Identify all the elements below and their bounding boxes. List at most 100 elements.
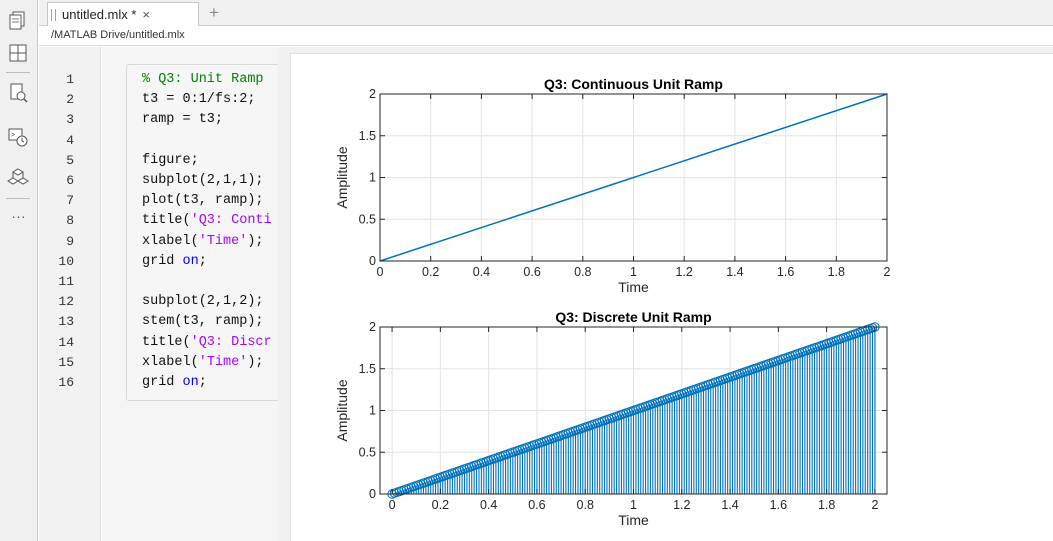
x-tick-label: 0.8	[574, 265, 591, 279]
code-token: 'Q3: Conti	[190, 213, 272, 229]
code-line[interactable]: grid on;	[142, 254, 207, 269]
command-history-icon[interactable]: >	[5, 124, 31, 150]
x-tick-label: 1.2	[676, 265, 693, 279]
y-tick-label: 1.5	[359, 129, 376, 143]
x-tick-label: 2	[884, 265, 891, 279]
line-number: 5	[66, 152, 74, 168]
x-tick-label: 1	[630, 498, 637, 512]
x-tick-label: 1.2	[673, 498, 690, 512]
code-token: ramp = t3;	[142, 112, 224, 128]
x-tick-label: 1	[630, 265, 637, 279]
code-line[interactable]: xlabel('Time');	[142, 234, 264, 249]
x-tick-label: 0.4	[473, 265, 490, 279]
search-document-icon[interactable]	[5, 80, 31, 106]
code-token: on	[182, 253, 199, 269]
code-line[interactable]: grid on;	[142, 375, 207, 390]
add-tab-button[interactable]: +	[209, 3, 219, 22]
line-number: 16	[58, 375, 74, 390]
chart-title: Q3: Discrete Unit Ramp	[555, 309, 711, 325]
add-ons-icon[interactable]	[5, 165, 31, 191]
code-line[interactable]: ramp = t3;	[142, 112, 223, 127]
y-tick-label: 0.5	[359, 445, 376, 459]
code-token: );	[247, 233, 264, 249]
x-tick-label: 0.6	[528, 498, 545, 512]
y-tick-label: 2	[369, 320, 376, 334]
code-token: ;	[198, 375, 207, 390]
figure-output: 0 0.2 0.4 0.6 0.8 1 1.2 1.4 1.6 1.8 2 0 0.5 1 1.5 2 Q3: …	[290, 53, 1053, 541]
y-tick-label: 0	[369, 487, 376, 501]
x-tick-label: 1.4	[721, 498, 738, 512]
code-token: 'Q3: Discr	[190, 334, 272, 350]
code-token: plot(t3, ramp);	[142, 193, 264, 209]
code-token: grid	[142, 253, 183, 269]
line-number: 8	[66, 213, 74, 229]
x-tick-label: 1.4	[726, 265, 743, 279]
layout-icon[interactable]	[5, 40, 31, 66]
y-axis-label: Amplitude	[334, 379, 350, 441]
chart-2	[379, 322, 888, 499]
code-line[interactable]: subplot(2,1,1);	[142, 173, 264, 188]
code-token: 'Time'	[198, 233, 248, 249]
y-tick-label: 0.5	[359, 212, 376, 226]
x-tick-label: 1.6	[770, 498, 787, 512]
y-tick-label: 0	[369, 254, 376, 268]
x-axis-label: Time	[618, 512, 649, 528]
code-line[interactable]: % Q3: Unit Ramp	[142, 72, 264, 87]
code-line[interactable]: subplot(2,1,2);	[142, 294, 264, 309]
x-tick-label: 1.8	[828, 265, 845, 279]
document-tab-bar: untitled.mlx * × +	[39, 0, 1053, 26]
line-number: 12	[58, 294, 74, 310]
code-line[interactable]: figure;	[142, 153, 199, 168]
code-area: % Q3: Unit Ramp t3 = 0:1/fs:2; ramp = t3; f…	[102, 47, 278, 541]
line-number: 4	[66, 132, 74, 148]
line-number: 3	[66, 112, 74, 128]
output-pane: 0 0.2 0.4 0.6 0.8 1 1.2 1.4 1.6 1.8 2 0 0.5 1 1.5 2 Q3: …	[278, 47, 1053, 541]
x-axis-label: Time	[618, 279, 649, 295]
code-token: t3 = 0:1/fs:2;	[142, 92, 256, 108]
line-number: 13	[58, 314, 74, 330]
x-tick-label: 0.2	[422, 265, 439, 279]
code-token: on	[182, 375, 199, 390]
line-number: 15	[58, 354, 74, 370]
code-line[interactable]: t3 = 0:1/fs:2;	[142, 92, 255, 107]
line-number: 14	[58, 334, 74, 350]
code-line[interactable]: title('Q3: Conti	[142, 213, 272, 228]
file-path-bar: /MATLAB Drive/untitled.mlx	[39, 26, 1053, 46]
code-token: title(	[142, 213, 191, 229]
code-token: subplot(2,1,1);	[142, 173, 264, 188]
tab-untitled-mlx[interactable]: untitled.mlx * ×	[47, 2, 199, 26]
line-number: 10	[58, 253, 74, 269]
rail-divider	[6, 198, 30, 199]
line-number: 11	[58, 274, 74, 289]
code-token: figure;	[142, 152, 199, 168]
x-tick-label: 1.8	[818, 498, 835, 512]
y-tick-label: 1	[369, 171, 376, 185]
figure-canvas[interactable]: 0 0.2 0.4 0.6 0.8 1 1.2 1.4 1.6 1.8 2 0 0.5 1 1.5 2 Q3: …	[291, 54, 1053, 541]
line-number-gutter: 1 2 3 4 5 6 7 8 9 10 11 12 13 14 15 16	[39, 47, 101, 541]
x-tick-label: 0.8	[577, 498, 594, 512]
tab-label: untitled.mlx *	[62, 7, 137, 22]
code-line[interactable]: plot(t3, ramp);	[142, 193, 264, 208]
file-path: /MATLAB Drive/untitled.mlx	[51, 29, 185, 41]
code-token: xlabel(	[142, 354, 199, 370]
close-icon[interactable]: ×	[142, 7, 151, 22]
x-tick-label: 0	[377, 265, 384, 279]
code-line[interactable]: xlabel('Time');	[142, 355, 264, 370]
code-block[interactable]: % Q3: Unit Ramp t3 = 0:1/fs:2; ramp = t3; f…	[126, 64, 278, 401]
svg-text:>: >	[11, 132, 15, 140]
y-tick-label: 1.5	[359, 362, 376, 376]
files-icon[interactable]	[5, 8, 31, 34]
y-tick-label: 2	[369, 87, 376, 101]
x-tick-label: 0.4	[480, 498, 497, 512]
code-line[interactable]: title('Q3: Discr	[142, 335, 272, 350]
more-icon[interactable]: ...	[11, 205, 27, 221]
x-tick-label: 1.6	[777, 265, 794, 279]
line-number: 6	[66, 173, 74, 188]
code-line[interactable]: stem(t3, ramp);	[142, 314, 264, 329]
code-token: grid	[142, 375, 183, 390]
tab-grip-icon	[51, 8, 56, 21]
code-token: stem(t3, ramp);	[142, 314, 264, 330]
chart-1	[379, 93, 888, 262]
series-line	[379, 93, 888, 262]
